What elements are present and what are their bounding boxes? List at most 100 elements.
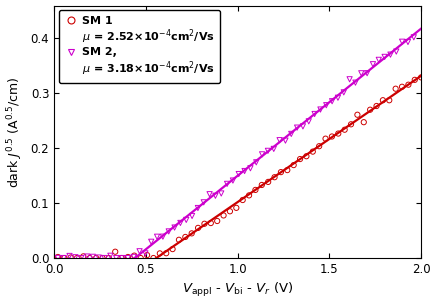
Point: [95, 255, 102, 260]
Point: [418, 75, 425, 80]
Point: [239, 198, 246, 203]
Point: [113, 256, 120, 260]
Point: [194, 225, 201, 230]
Point: [86, 256, 93, 260]
Point: [373, 104, 380, 109]
Legend: SM 1, $\mu$ = 2.52×10$^{-4}$cm$^2$/Vs, SM 2,, $\mu$ = 3.18×10$^{-4}$cm$^2$/Vs: SM 1, $\mu$ = 2.52×10$^{-4}$cm$^2$/Vs, S…: [58, 10, 220, 83]
Point: [189, 214, 196, 218]
Point: [290, 163, 297, 167]
Point: [54, 256, 61, 260]
X-axis label: $V_\mathrm{appl}$ - $V_\mathrm{bi}$ - $V_r$ (V): $V_\mathrm{appl}$ - $V_\mathrm{bi}$ - $V…: [182, 282, 293, 300]
Point: [99, 256, 106, 260]
Point: [245, 193, 252, 198]
Point: [367, 107, 374, 112]
Point: [334, 95, 341, 100]
Point: [340, 90, 347, 95]
Point: [194, 206, 201, 210]
Point: [386, 98, 393, 103]
Point: [399, 39, 405, 44]
Point: [393, 49, 400, 54]
Point: [175, 237, 182, 242]
Point: [66, 253, 73, 258]
Point: [392, 86, 399, 91]
Point: [171, 225, 178, 230]
Point: [317, 107, 324, 112]
Point: [125, 255, 132, 260]
Point: [148, 239, 155, 244]
Point: [264, 149, 271, 153]
Point: [252, 188, 259, 192]
Point: [369, 62, 376, 67]
Point: [277, 170, 284, 174]
Point: [253, 160, 260, 165]
Point: [201, 221, 208, 226]
Point: [296, 156, 303, 161]
Point: [300, 124, 307, 129]
Point: [67, 255, 74, 260]
Point: [72, 255, 79, 260]
Point: [265, 179, 272, 184]
Point: [142, 251, 149, 256]
Point: [214, 219, 221, 224]
Point: [328, 134, 335, 139]
Point: [182, 235, 189, 239]
Y-axis label: dark $J^{0.5}$ (A$^{0.5}$/cm): dark $J^{0.5}$ (A$^{0.5}$/cm): [6, 76, 25, 188]
Point: [136, 249, 143, 254]
Point: [124, 256, 131, 260]
Point: [206, 192, 213, 197]
Point: [271, 175, 278, 180]
Point: [346, 77, 353, 82]
Point: [224, 181, 231, 186]
Point: [137, 256, 144, 260]
Point: [84, 254, 91, 259]
Point: [293, 125, 300, 130]
Point: [101, 256, 108, 260]
Point: [235, 172, 242, 177]
Point: [322, 136, 329, 141]
Point: [352, 80, 359, 85]
Point: [405, 82, 412, 87]
Point: [119, 256, 126, 260]
Point: [379, 98, 386, 103]
Point: [220, 213, 227, 218]
Point: [288, 131, 295, 136]
Point: [226, 209, 233, 214]
Point: [218, 191, 225, 196]
Point: [375, 57, 382, 62]
Point: [200, 200, 207, 205]
Point: [92, 256, 99, 260]
Point: [358, 71, 365, 76]
Point: [130, 254, 137, 259]
Point: [410, 35, 417, 40]
Point: [208, 221, 215, 225]
Point: [305, 119, 312, 124]
Point: [169, 247, 176, 252]
Point: [311, 112, 318, 117]
Point: [247, 166, 254, 171]
Point: [341, 127, 348, 132]
Point: [276, 138, 283, 143]
Point: [165, 229, 172, 234]
Point: [107, 253, 114, 258]
Point: [61, 256, 68, 260]
Point: [316, 144, 323, 149]
Point: [74, 256, 81, 260]
Point: [284, 168, 291, 173]
Point: [160, 234, 167, 239]
Point: [360, 120, 367, 125]
Point: [323, 103, 330, 108]
Point: [54, 255, 61, 260]
Point: [118, 256, 125, 260]
Point: [303, 154, 310, 159]
Point: [399, 84, 405, 89]
Point: [143, 253, 150, 257]
Point: [78, 256, 85, 260]
Point: [106, 256, 112, 260]
Point: [183, 217, 190, 222]
Point: [335, 131, 342, 136]
Point: [188, 231, 195, 236]
Point: [381, 55, 388, 59]
Point: [347, 122, 354, 127]
Point: [89, 254, 96, 259]
Point: [229, 178, 236, 183]
